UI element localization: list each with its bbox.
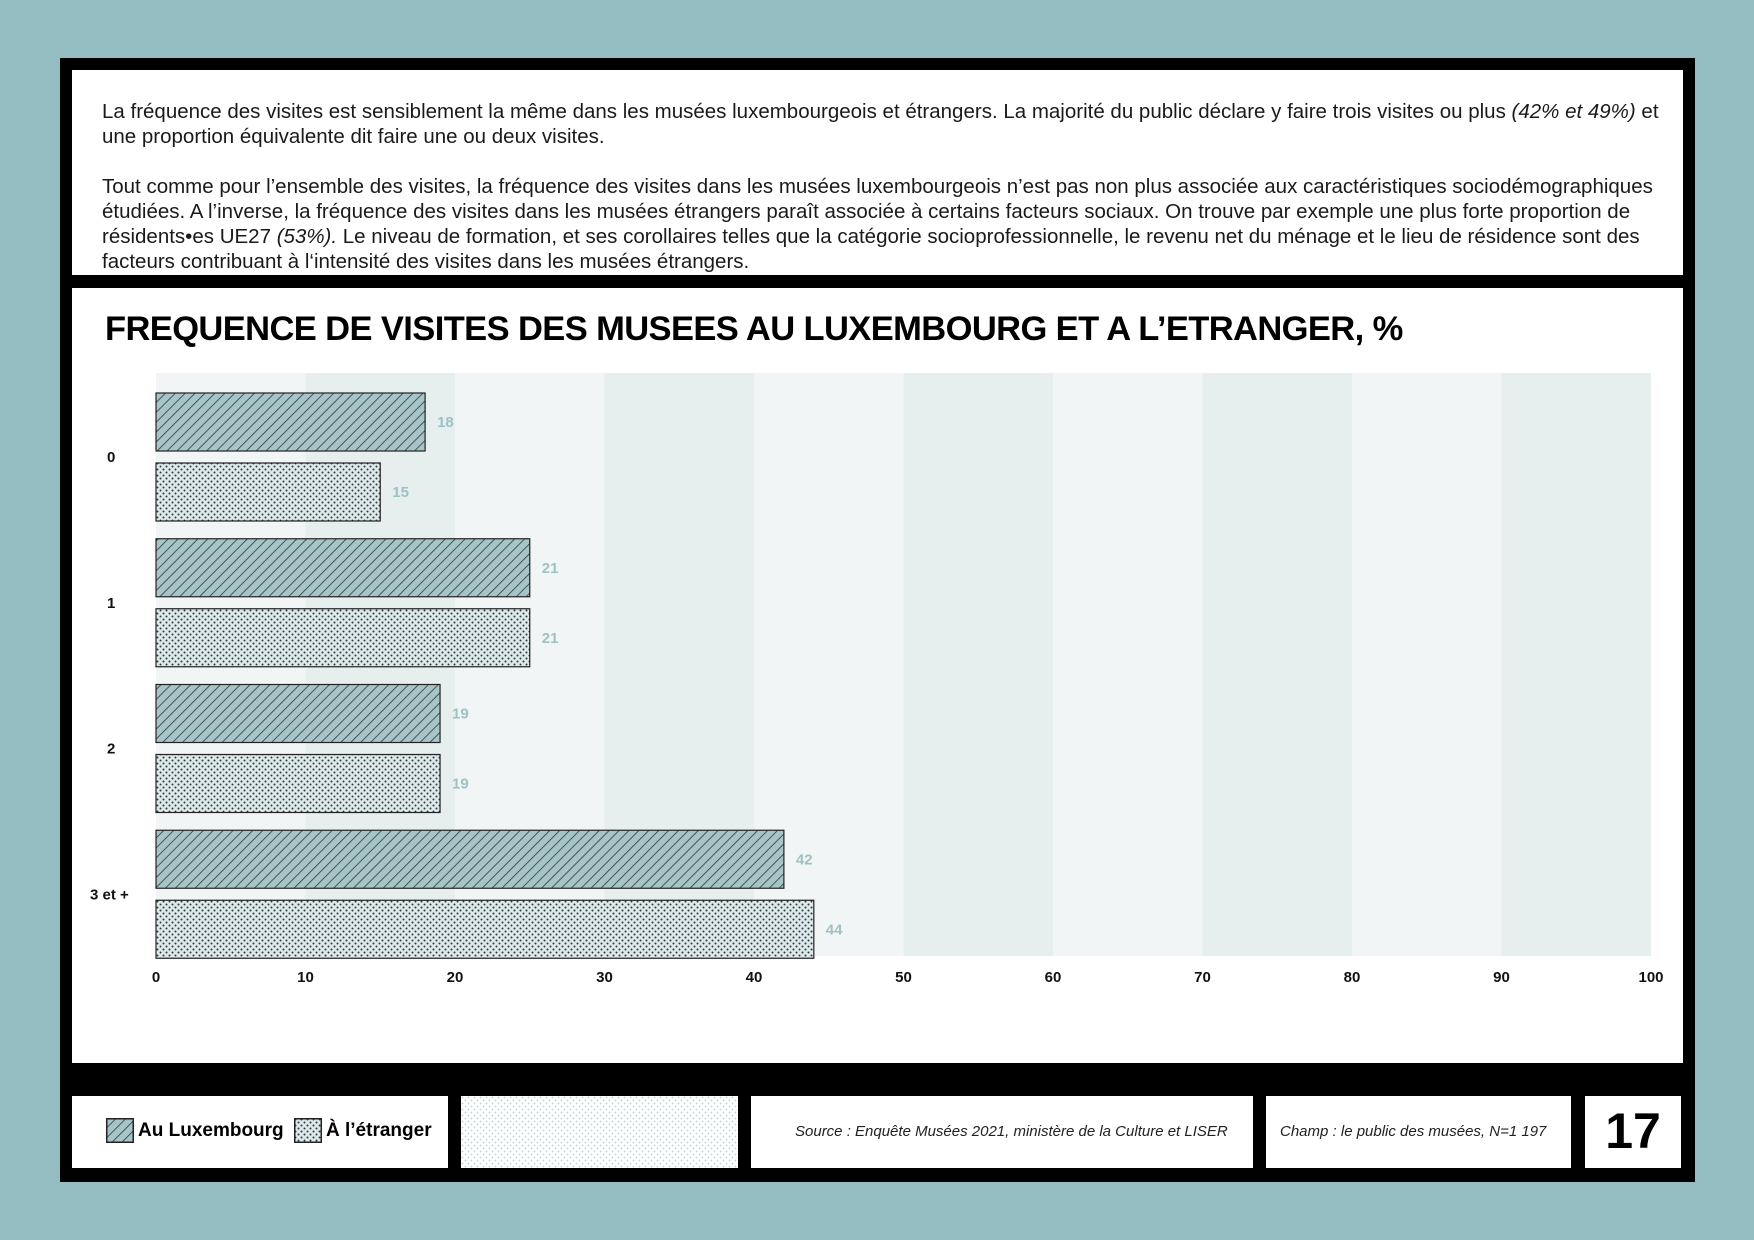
x-tick-label: 80 xyxy=(1344,969,1361,986)
grid-band xyxy=(1053,373,1203,956)
bar xyxy=(155,829,785,889)
chart-labels: 18 15 0 21 21 1 19 19 2 42 44 3 et + 0 10 20 30 40 50 60 70… xyxy=(90,414,1664,986)
page-frame: La fréquence des visites est sensiblemen… xyxy=(60,58,1695,1182)
legend-item-luxembourg: Au Luxembourg xyxy=(106,1118,284,1143)
legend-item-etranger: À l’étranger xyxy=(294,1118,432,1143)
decorative-dot-panel xyxy=(461,1096,738,1168)
chart-title: FREQUENCE DE VISITES DES MUSEES AU LUXEM… xyxy=(105,310,1403,348)
intro-text: La fréquence des visites est sensiblemen… xyxy=(102,100,1512,123)
x-tick-label: 90 xyxy=(1493,969,1510,986)
chart-panel: 18 15 0 21 21 1 19 19 2 42 44 3 et + 0 10 20 30 40 50 60 70… xyxy=(72,288,1683,1063)
grid-band xyxy=(903,373,1053,956)
grid-band xyxy=(1352,373,1502,956)
category-label: 0 xyxy=(107,449,115,466)
source-panel: Source : Enquête Musées 2021, ministère … xyxy=(751,1096,1253,1168)
bar xyxy=(155,392,426,452)
category-label: 2 xyxy=(107,741,115,758)
bar xyxy=(155,683,441,744)
value-label: 19 xyxy=(452,776,469,793)
x-tick-label: 0 xyxy=(152,969,160,986)
intro-paragraph-1: La fréquence des visites est sensiblemen… xyxy=(102,99,1662,149)
bars xyxy=(155,392,815,959)
intro-emphasis: (42% et 49%) xyxy=(1511,100,1636,123)
bar xyxy=(155,608,531,668)
intro-text: Le niveau de formation, et ses corollair… xyxy=(102,225,1640,273)
intro-emphasis: (53%). xyxy=(276,225,338,248)
category-label: 3 et + xyxy=(90,886,129,903)
intro-panel: La fréquence des visites est sensiblemen… xyxy=(72,70,1683,275)
value-label: 19 xyxy=(452,706,469,723)
x-tick-label: 50 xyxy=(895,969,912,986)
category-label: 1 xyxy=(107,595,115,612)
x-tick-label: 70 xyxy=(1194,969,1211,986)
page-number: 17 xyxy=(1605,1103,1661,1159)
bar xyxy=(155,899,815,959)
x-tick-label: 30 xyxy=(596,969,613,986)
intro-text: et une proportion équivalente dit faire … xyxy=(102,100,1659,148)
grid-band xyxy=(1501,373,1651,956)
x-tick-label: 40 xyxy=(746,969,763,986)
value-label: 42 xyxy=(796,851,813,868)
grid-band xyxy=(1202,373,1352,956)
bar-chart: 18 15 0 21 21 1 19 19 2 42 44 3 et + 0 10 20 30 40 50 60 70… xyxy=(90,373,1664,986)
bar xyxy=(155,538,531,598)
value-label: 15 xyxy=(392,484,409,501)
legend-label: Au Luxembourg xyxy=(138,1119,284,1141)
bar xyxy=(155,753,441,814)
page-number-panel: 17 xyxy=(1585,1096,1681,1168)
intro-text: Tout comme pour l’ensemble des visites, … xyxy=(102,175,1653,248)
value-label: 21 xyxy=(542,560,559,577)
scope-panel: Champ : le public des musées, N=1 197 xyxy=(1266,1096,1571,1168)
x-tick-label: 10 xyxy=(297,969,314,986)
x-tick-label: 20 xyxy=(447,969,464,986)
value-label: 21 xyxy=(542,630,559,647)
legend: Au Luxembourg À l’étranger xyxy=(72,1096,448,1168)
x-tick-label: 60 xyxy=(1045,969,1062,986)
legend-label: À l’étranger xyxy=(326,1119,432,1141)
scope-note: Champ : le public des musées, N=1 197 xyxy=(1280,1123,1547,1140)
x-tick-label: 100 xyxy=(1638,969,1663,986)
bar xyxy=(155,462,381,522)
source-note: Source : Enquête Musées 2021, ministère … xyxy=(795,1123,1228,1140)
value-label: 18 xyxy=(437,414,454,431)
intro-paragraph-2: Tout comme pour l’ensemble des visites, … xyxy=(102,174,1662,274)
hatch-swatch xyxy=(106,1118,134,1143)
dots-swatch xyxy=(294,1118,322,1143)
value-label: 44 xyxy=(826,921,843,938)
decorative-dots xyxy=(461,1096,738,1168)
